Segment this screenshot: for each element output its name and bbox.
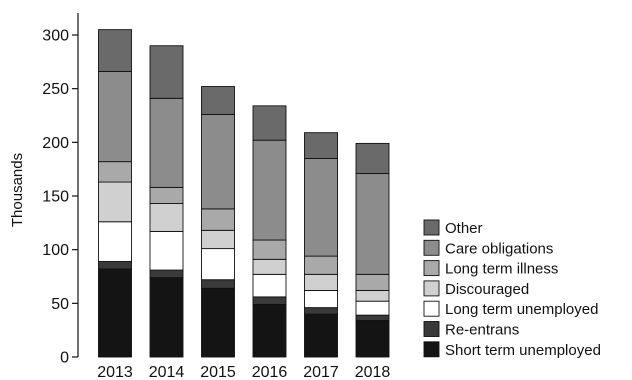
bar-segment [149, 277, 184, 358]
legend-swatch [423, 219, 440, 236]
x-tick-label: 2016 [252, 364, 288, 380]
bar-stack-2016 [252, 105, 287, 358]
y-tick-label: 250 [42, 81, 69, 98]
bar-segment [149, 186, 184, 204]
bar-segment [98, 71, 132, 163]
bar-stack-2014 [149, 45, 184, 358]
y-axis-label: Thousands [9, 153, 26, 227]
bar-segment [98, 29, 132, 72]
x-tick-label: 2013 [97, 364, 133, 380]
bar-segment [98, 221, 132, 262]
y-tick-label: 200 [42, 135, 69, 152]
chart-axes: 0 50 100 150 200 250 300 2013 2014 2015 2016 2017 20… [42, 13, 390, 380]
bar-segment [201, 86, 235, 115]
bar-stack-2017 [304, 132, 338, 358]
y-tick-label: 0 [60, 350, 69, 367]
bar-segment [355, 300, 390, 316]
bar-segment [201, 229, 235, 250]
y-tick-label: 300 [42, 28, 69, 45]
legend-item: Short term unemployed [423, 341, 601, 359]
bar-segment [252, 303, 287, 358]
legend-swatch [423, 280, 440, 297]
bar-segment [201, 279, 235, 289]
bar-segment [304, 273, 338, 291]
bar-segment [149, 45, 184, 99]
bar-segment [201, 208, 235, 231]
bar-segment [149, 203, 184, 232]
legend-item: Re-entrans [423, 321, 519, 339]
bar-segment [201, 248, 235, 281]
bar-segment [304, 132, 338, 159]
bar-segment [304, 157, 338, 257]
chart-legend: Other Care obligations Long term illness Di… [423, 219, 601, 359]
chart-bars [98, 29, 390, 358]
legend-swatch [423, 260, 440, 277]
legend-label: Short term unemployed [445, 342, 601, 359]
x-tick-label: 2018 [355, 364, 391, 380]
bar-segment [201, 113, 235, 210]
bar-segment [98, 161, 132, 183]
y-tick-label: 50 [51, 296, 69, 313]
legend-item: Discouraged [423, 280, 529, 298]
bar-segment [98, 261, 132, 270]
legend-swatch [423, 239, 440, 256]
bar-segment [149, 269, 184, 279]
bar-segment [355, 314, 390, 321]
legend-label: Other [445, 220, 483, 237]
bar-segment [355, 290, 390, 302]
bar-stack-2015 [201, 86, 235, 358]
bar-segment [355, 320, 390, 358]
bar-segment [355, 273, 390, 291]
bar-segment [304, 313, 338, 358]
legend-item: Other [423, 219, 483, 237]
bar-segment [355, 142, 390, 174]
y-tick-label: 150 [42, 189, 69, 206]
legend-label: Discouraged [445, 281, 529, 298]
y-tick-label: 100 [42, 242, 69, 259]
bar-segment [252, 273, 287, 298]
bar-segment [201, 287, 235, 358]
bar-segment [252, 239, 287, 260]
bar-segment [355, 173, 390, 275]
bar-segment [149, 97, 184, 188]
bar-segment [252, 258, 287, 275]
legend-swatch [423, 341, 440, 358]
bar-segment [252, 296, 287, 305]
bar-segment [304, 290, 338, 309]
legend-item: Care obligations [423, 239, 553, 257]
bar-segment [252, 105, 287, 141]
bar-segment [98, 181, 132, 223]
legend-label: Long term illness [445, 261, 558, 278]
legend-label: Long term unemployed [445, 301, 598, 318]
legend-item: Long term unemployed [423, 300, 598, 318]
legend-label: Care obligations [445, 240, 553, 257]
x-tick-label: 2015 [200, 364, 236, 380]
bar-segment [252, 139, 287, 241]
bar-segment [149, 230, 184, 271]
legend-label: Re-entrans [445, 322, 519, 339]
legend-item: Long term illness [423, 260, 558, 278]
legend-swatch [423, 300, 440, 317]
x-tick-label: 2014 [149, 364, 185, 380]
bar-stack-2018 [355, 142, 390, 358]
legend-swatch [423, 321, 440, 337]
bar-stack-2013 [98, 29, 132, 358]
bar-segment [304, 255, 338, 275]
bar-segment [98, 268, 132, 358]
x-tick-label: 2017 [303, 364, 339, 380]
bar-segment [304, 307, 338, 315]
